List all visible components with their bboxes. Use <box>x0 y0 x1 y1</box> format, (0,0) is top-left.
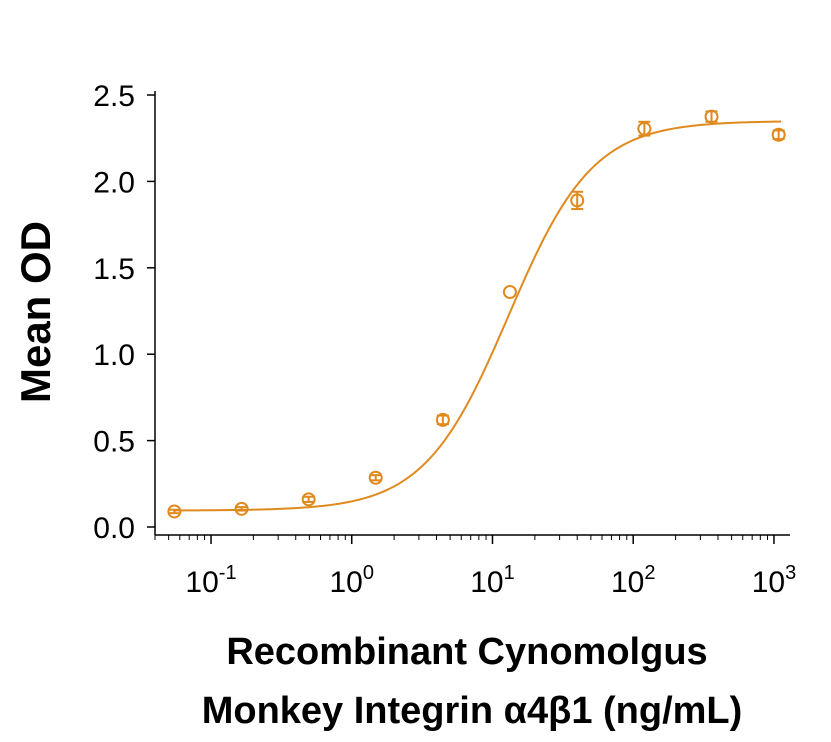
x-tick-base: 10 <box>470 566 503 599</box>
data-point <box>637 120 652 137</box>
data-point <box>368 470 383 485</box>
data-point <box>502 284 517 299</box>
data-point <box>167 504 182 519</box>
y-tick-label: 0.5 <box>93 426 135 459</box>
x-tick-label: 101 <box>470 562 514 599</box>
data-point-marker <box>368 470 383 485</box>
x-tick-base: 10 <box>185 566 218 599</box>
fit-curve <box>174 120 782 512</box>
x-tick-base: 10 <box>329 566 362 599</box>
data-point-marker <box>570 193 585 208</box>
y-ticks: 0.0 0.5 1.0 1.5 2.0 2.5 <box>93 80 155 545</box>
x-tick-label: 100 <box>329 562 374 599</box>
data-point <box>435 412 450 427</box>
data-point-marker <box>234 501 249 516</box>
y-axis-title: Mean OD <box>12 221 59 403</box>
data-point-marker <box>502 284 517 299</box>
data-points-layer <box>167 109 786 519</box>
x-tick-label: 103 <box>752 562 797 599</box>
data-point <box>570 190 585 211</box>
x-tick-exponent: 2 <box>644 562 655 584</box>
x-axis-title-line2: Monkey Integrin α4β1 (ng/mL) <box>202 690 743 732</box>
x-tick-label: 10-1 <box>185 562 236 599</box>
data-point-marker <box>167 504 182 519</box>
x-tick-label: 102 <box>611 562 656 599</box>
x-tick-exponent: 0 <box>363 562 374 584</box>
x-tick-exponent: 3 <box>785 562 796 584</box>
x-tick-exponent: -1 <box>219 562 237 584</box>
data-point-marker <box>435 412 450 427</box>
x-tick-exponent: 1 <box>504 562 515 584</box>
x-axis-title-line1: Recombinant Cynomolgus <box>226 631 707 673</box>
x-tick-base: 10 <box>752 566 785 599</box>
data-point-marker <box>771 127 786 142</box>
y-tick-label: 1.0 <box>93 339 135 372</box>
data-point <box>704 109 719 124</box>
x-ticks: 10-1 100 101 102 103 <box>154 535 797 599</box>
axes <box>154 91 790 536</box>
y-tick-label: 1.5 <box>93 253 135 286</box>
data-point <box>771 127 786 142</box>
data-point-marker <box>637 121 652 136</box>
fit-curve-layer <box>174 120 782 512</box>
y-tick-label: 0.0 <box>93 512 135 545</box>
y-tick-label: 2.0 <box>93 166 135 199</box>
x-tick-base: 10 <box>611 566 644 599</box>
y-tick-label: 2.5 <box>93 80 135 113</box>
data-point <box>234 501 249 516</box>
data-point-marker <box>301 492 316 507</box>
data-point-marker <box>704 109 719 124</box>
data-point <box>301 492 316 507</box>
